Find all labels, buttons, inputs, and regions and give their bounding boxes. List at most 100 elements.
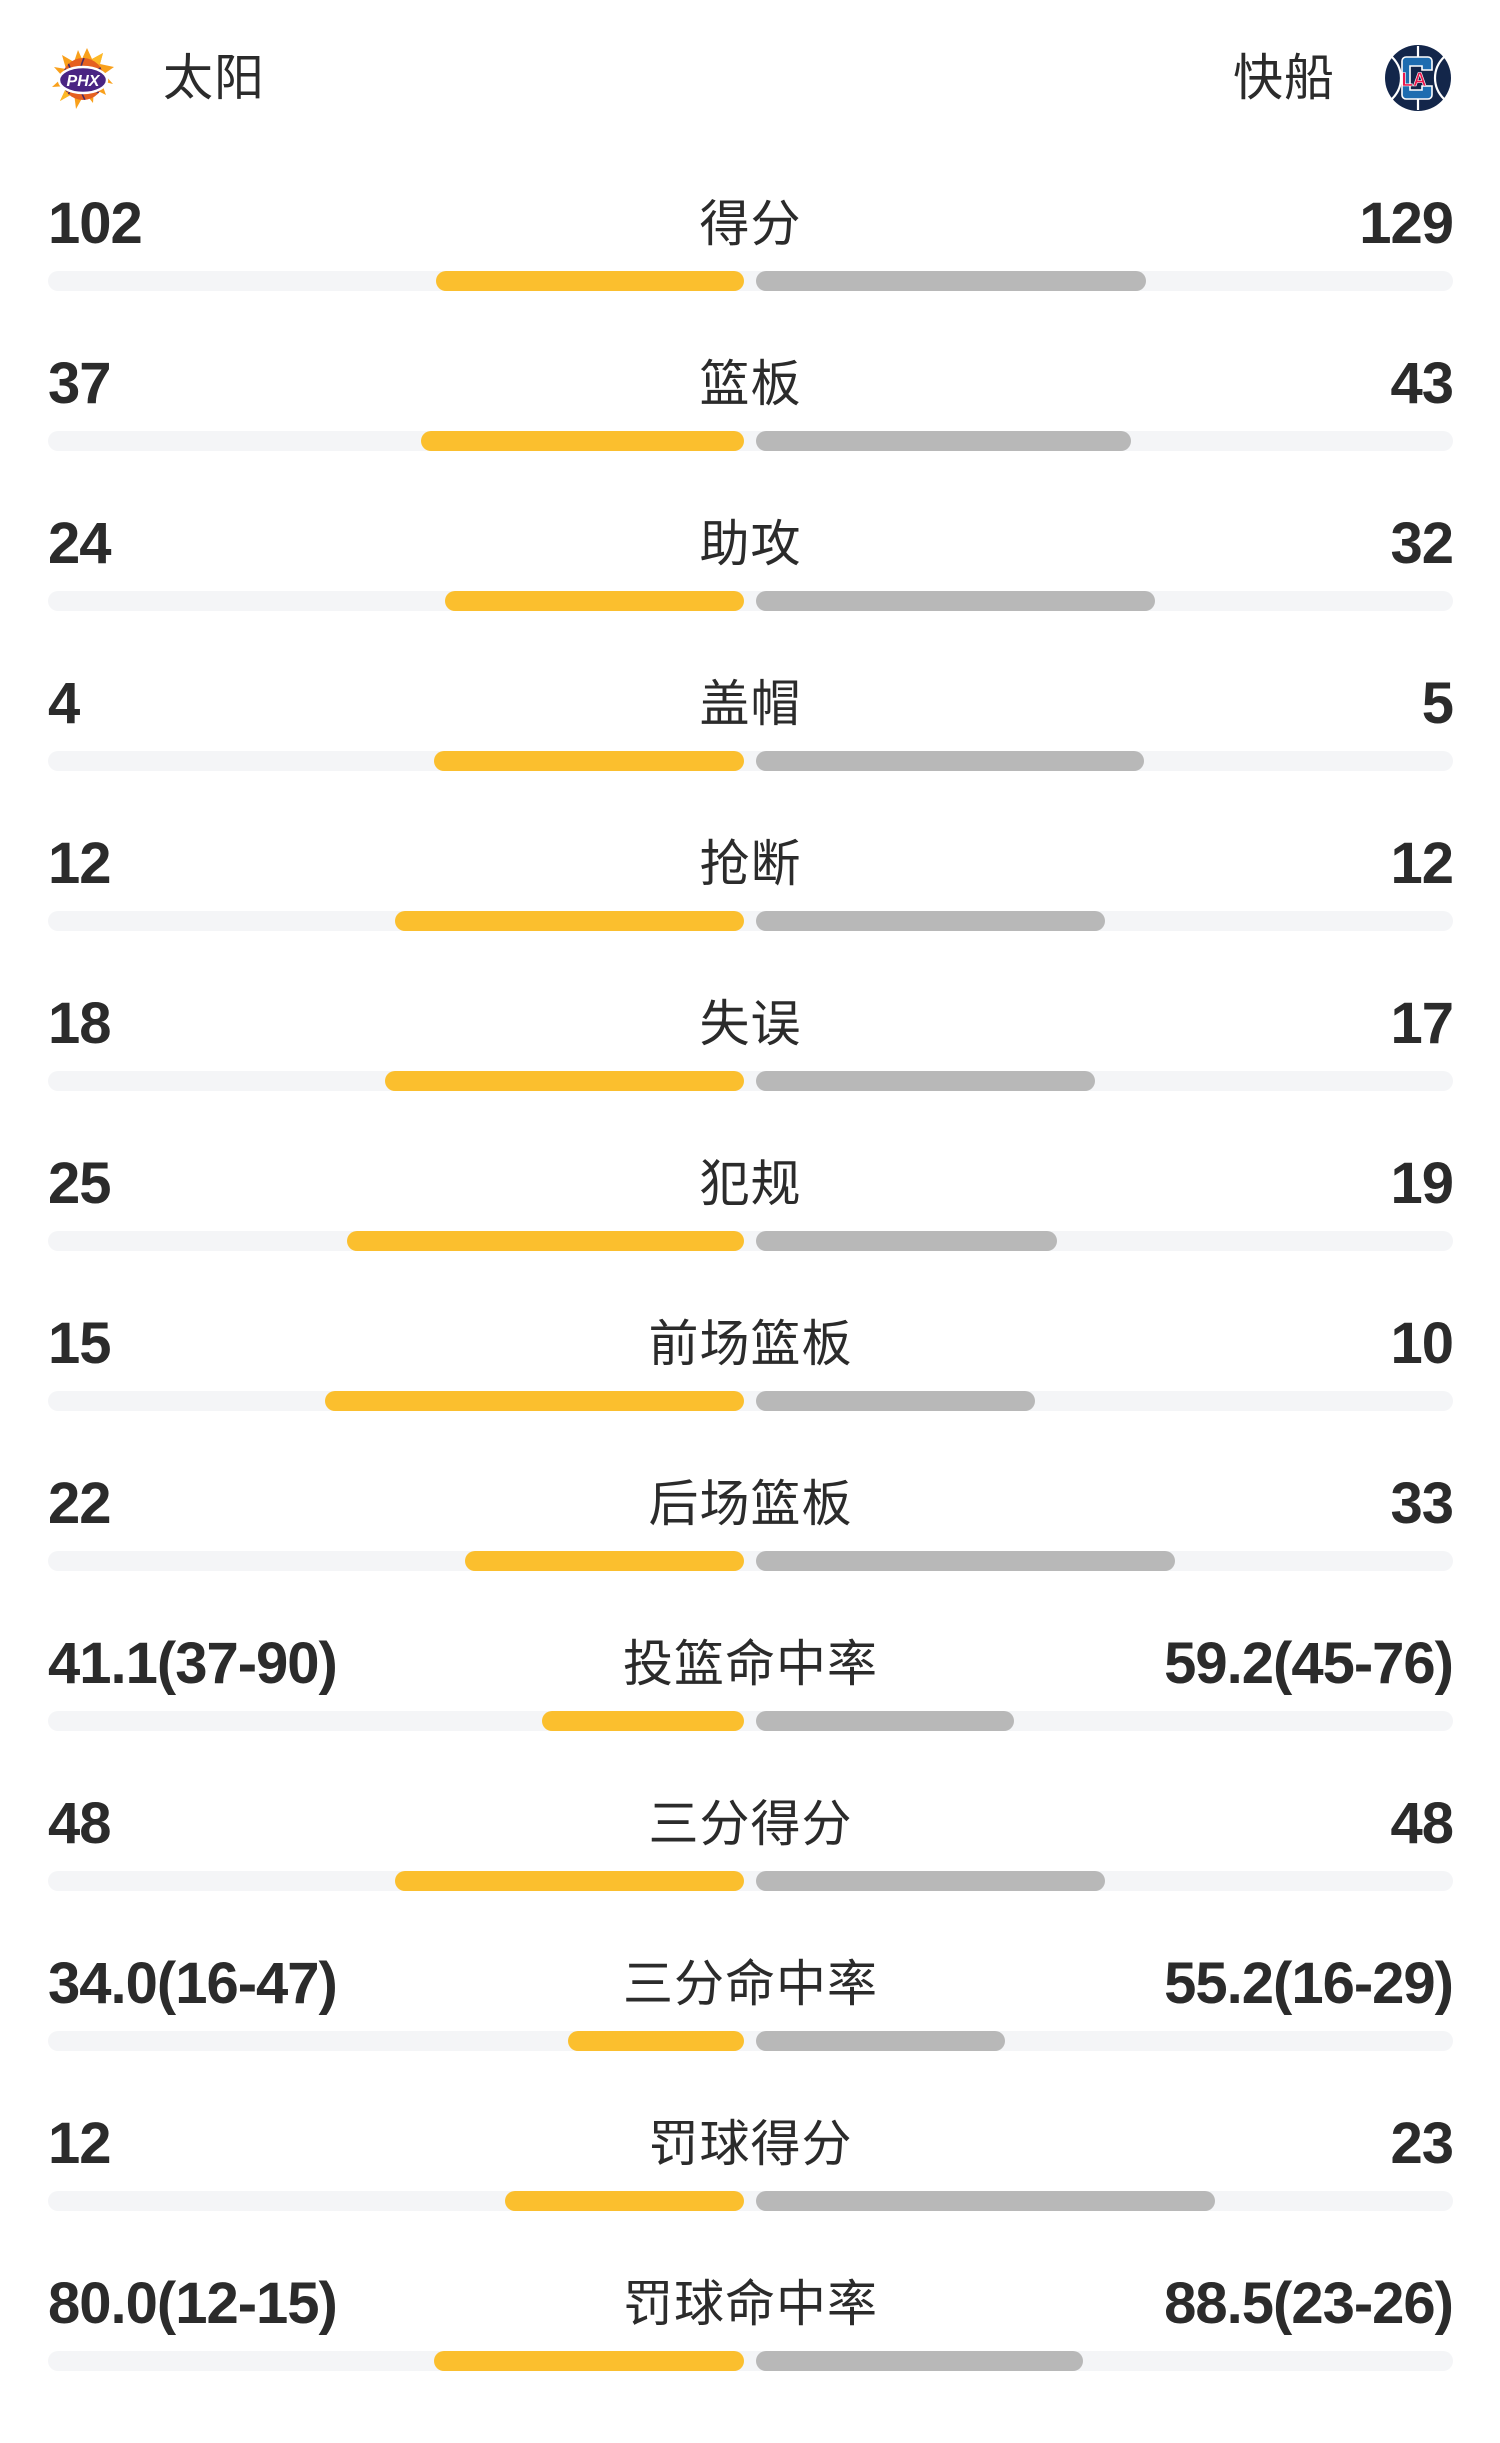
stat-values-line: 34.0(16-47) 三分命中率 55.2(16-29) [48, 1951, 1454, 2016]
away-stat-value: 48 [1390, 1791, 1454, 1856]
stat-label: 盖帽 [699, 676, 802, 732]
stat-label: 三分得分 [648, 1796, 853, 1852]
stat-row: 41.1(37-90) 投篮命中率 59.2(45-76) [48, 1631, 1454, 1791]
away-stat-bar [756, 2031, 1005, 2051]
stat-bar-track [48, 591, 1453, 611]
home-stat-value: 22 [48, 1471, 112, 1536]
home-stat-value: 48 [48, 1791, 112, 1856]
stat-values-line: 12 罚球得分 23 [48, 2111, 1454, 2176]
away-stat-value: 33 [1390, 1471, 1454, 1536]
home-stat-value: 102 [48, 191, 143, 256]
stat-label: 投篮命中率 [623, 1636, 878, 1692]
stat-bar-track [48, 1231, 1453, 1251]
stat-row: 12 抢断 12 [48, 831, 1454, 991]
away-stat-value: 17 [1390, 991, 1454, 1056]
stat-label: 前场篮板 [648, 1316, 853, 1372]
stat-row: 22 后场篮板 33 [48, 1471, 1454, 1631]
away-stat-value: 5 [1421, 671, 1454, 736]
stat-values-line: 18 失误 17 [48, 991, 1454, 1056]
stat-label: 犯规 [699, 1156, 802, 1212]
stat-bar-track [48, 1551, 1453, 1571]
home-stat-bar [421, 431, 744, 451]
stat-row: 34.0(16-47) 三分命中率 55.2(16-29) [48, 1951, 1454, 2111]
stat-values-line: 12 抢断 12 [48, 831, 1454, 896]
stat-bar-track [48, 751, 1453, 771]
home-stat-value: 18 [48, 991, 112, 1056]
stat-values-line: 102 得分 129 [48, 191, 1454, 256]
away-stat-bar [756, 2351, 1083, 2371]
stat-label: 失误 [699, 996, 802, 1052]
clippers-team-logo-icon: LA [1383, 43, 1453, 113]
stat-bar-track [48, 271, 1453, 291]
away-team-header: 快船 LA [1233, 43, 1453, 113]
stat-bar-track [48, 1871, 1453, 1891]
stat-values-line: 37 篮板 43 [48, 351, 1454, 416]
stat-bar-track [48, 1391, 1453, 1411]
stat-values-line: 25 犯规 19 [48, 1151, 1454, 1216]
home-stat-bar [347, 1231, 744, 1251]
suns-team-logo-icon: PHX [48, 43, 118, 113]
home-stat-bar [395, 1871, 744, 1891]
home-stat-value: 12 [48, 2111, 112, 2176]
away-stat-bar [756, 1551, 1175, 1571]
stat-label: 罚球命中率 [623, 2276, 878, 2332]
stat-label: 罚球得分 [648, 2116, 853, 2172]
stat-label: 得分 [699, 196, 802, 252]
away-stat-value: 43 [1390, 351, 1454, 416]
stat-row: 80.0(12-15) 罚球命中率 88.5(23-26) [48, 2271, 1454, 2431]
away-team-name: 快船 [1233, 50, 1335, 106]
away-stat-bar [756, 591, 1155, 611]
home-stat-bar [434, 2351, 744, 2371]
stat-values-line: 15 前场篮板 10 [48, 1311, 1454, 1376]
away-stat-bar [756, 1711, 1014, 1731]
home-stat-bar [542, 1711, 744, 1731]
away-stat-value: 12 [1390, 831, 1454, 896]
away-stat-bar [756, 271, 1146, 291]
stat-label: 篮板 [699, 356, 802, 412]
home-stat-value: 25 [48, 1151, 112, 1216]
away-stat-bar [756, 911, 1105, 931]
stat-bar-track [48, 1071, 1453, 1091]
stat-values-line: 24 助攻 32 [48, 515, 1454, 573]
stat-bar-track [48, 2191, 1453, 2211]
stat-values-line: 4 盖帽 5 [48, 671, 1454, 736]
home-stat-bar [505, 2191, 744, 2211]
stat-row: 37 篮板 43 [48, 351, 1454, 511]
away-stat-bar [756, 1391, 1035, 1411]
home-stat-bar [325, 1391, 744, 1411]
away-stat-value: 129 [1359, 191, 1454, 256]
stat-row: 15 前场篮板 10 [48, 1311, 1454, 1471]
home-team-header: PHX 太阳 [48, 43, 265, 113]
stat-values-line: 80.0(12-15) 罚球命中率 88.5(23-26) [48, 2271, 1454, 2336]
home-team-name: 太阳 [163, 50, 265, 106]
stat-row: 48 三分得分 48 [48, 1791, 1454, 1951]
stat-bar-track [48, 431, 1453, 451]
stat-bar-track [48, 2031, 1453, 2051]
stat-label: 助攻 [699, 516, 802, 572]
home-stat-value: 37 [48, 351, 112, 416]
away-stat-value: 88.5(23-26) [1164, 2271, 1454, 2336]
home-stat-bar [436, 271, 744, 291]
stat-bar-track [48, 1711, 1453, 1731]
home-stat-bar [465, 1551, 744, 1571]
stat-values-line: 22 后场篮板 33 [48, 1471, 1454, 1536]
home-stat-value: 34.0(16-47) [48, 1951, 338, 2016]
stat-row: 4 盖帽 5 [48, 671, 1454, 831]
svg-text:LA: LA [1401, 70, 1427, 91]
home-stat-value: 41.1(37-90) [48, 1631, 338, 1696]
home-stat-bar [395, 911, 744, 931]
away-stat-value: 19 [1390, 1151, 1454, 1216]
stat-bar-track [48, 911, 1453, 931]
stat-label: 抢断 [699, 836, 802, 892]
away-stat-bar [756, 431, 1131, 451]
home-stat-value: 15 [48, 1311, 112, 1376]
stats-list: 102 得分 129 37 篮板 43 24 助攻 32 [48, 191, 1454, 2431]
home-stat-value: 80.0(12-15) [48, 2271, 338, 2336]
home-stat-bar [445, 591, 744, 611]
stat-row: 18 失误 17 [48, 991, 1454, 1151]
away-stat-bar [756, 1071, 1095, 1091]
home-stat-bar [434, 751, 744, 771]
away-stat-bar [756, 1871, 1105, 1891]
away-stat-value: 55.2(16-29) [1164, 1951, 1454, 2016]
match-stats-header: PHX 太阳 快船 LA [48, 43, 1453, 113]
